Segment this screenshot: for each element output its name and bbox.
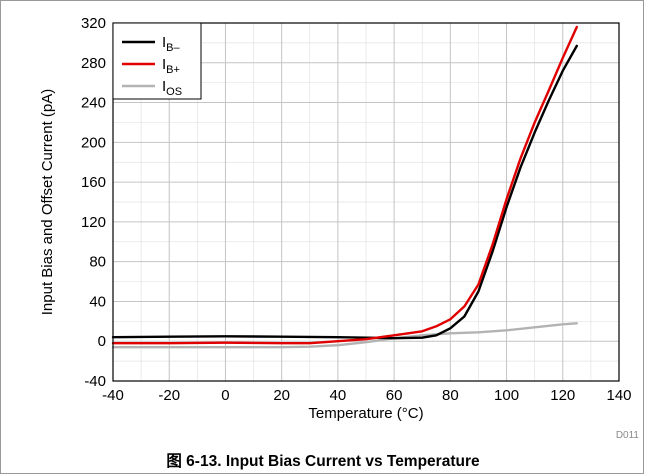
figure-code-label: D011 bbox=[616, 430, 640, 441]
x-tick-label: 140 bbox=[606, 387, 631, 404]
x-tick-labels: -40 -20 0 20 40 60 80 100 120 140 bbox=[102, 387, 631, 404]
series-line-1 bbox=[111, 25, 578, 345]
x-tick-label: 120 bbox=[550, 387, 575, 404]
y-axis-title: Input Bias and Offset Current (pA) bbox=[39, 89, 56, 316]
x-tick-label: -40 bbox=[102, 387, 124, 404]
x-tick-label: 40 bbox=[330, 387, 347, 404]
y-tick-label: 160 bbox=[81, 174, 106, 191]
legend-label: IOS bbox=[162, 78, 182, 98]
y-tick-label: -40 bbox=[84, 373, 106, 390]
y-tick-label: 120 bbox=[81, 214, 106, 231]
y-tick-label: 320 bbox=[81, 15, 106, 32]
x-axis-title: Temperature (°C) bbox=[308, 405, 423, 422]
series-line-0 bbox=[111, 44, 578, 340]
x-tick-label: -20 bbox=[158, 387, 180, 404]
y-tick-label: 280 bbox=[81, 55, 106, 72]
major-grid bbox=[113, 23, 619, 381]
x-tick-label: 80 bbox=[442, 387, 459, 404]
y-tick-label: 200 bbox=[81, 134, 106, 151]
legend: IB– IB+ IOS bbox=[112, 22, 202, 100]
legend-box bbox=[112, 22, 202, 100]
x-tick-label: 0 bbox=[221, 387, 229, 404]
figure-caption: 图 6-13. Input Bias Current vs Temperatur… bbox=[166, 453, 480, 470]
legend-label: IB– bbox=[162, 34, 181, 54]
x-tick-label: 20 bbox=[273, 387, 290, 404]
y-tick-label: 0 bbox=[98, 333, 106, 350]
y-tick-label: 40 bbox=[89, 293, 106, 310]
y-tick-labels: -40 0 40 80 120 160 200 240 280 320 bbox=[81, 15, 106, 390]
y-tick-label: 80 bbox=[89, 254, 106, 271]
legend-label: IB+ bbox=[162, 56, 180, 76]
y-tick-label: 240 bbox=[81, 95, 106, 112]
x-tick-label: 60 bbox=[386, 387, 403, 404]
series-layer bbox=[111, 25, 578, 349]
x-tick-label: 100 bbox=[494, 387, 519, 404]
chart: -40 -20 0 20 40 60 80 100 120 140 -40 0 40 80 120 160 2… bbox=[39, 15, 640, 441]
plot-border bbox=[112, 22, 620, 382]
